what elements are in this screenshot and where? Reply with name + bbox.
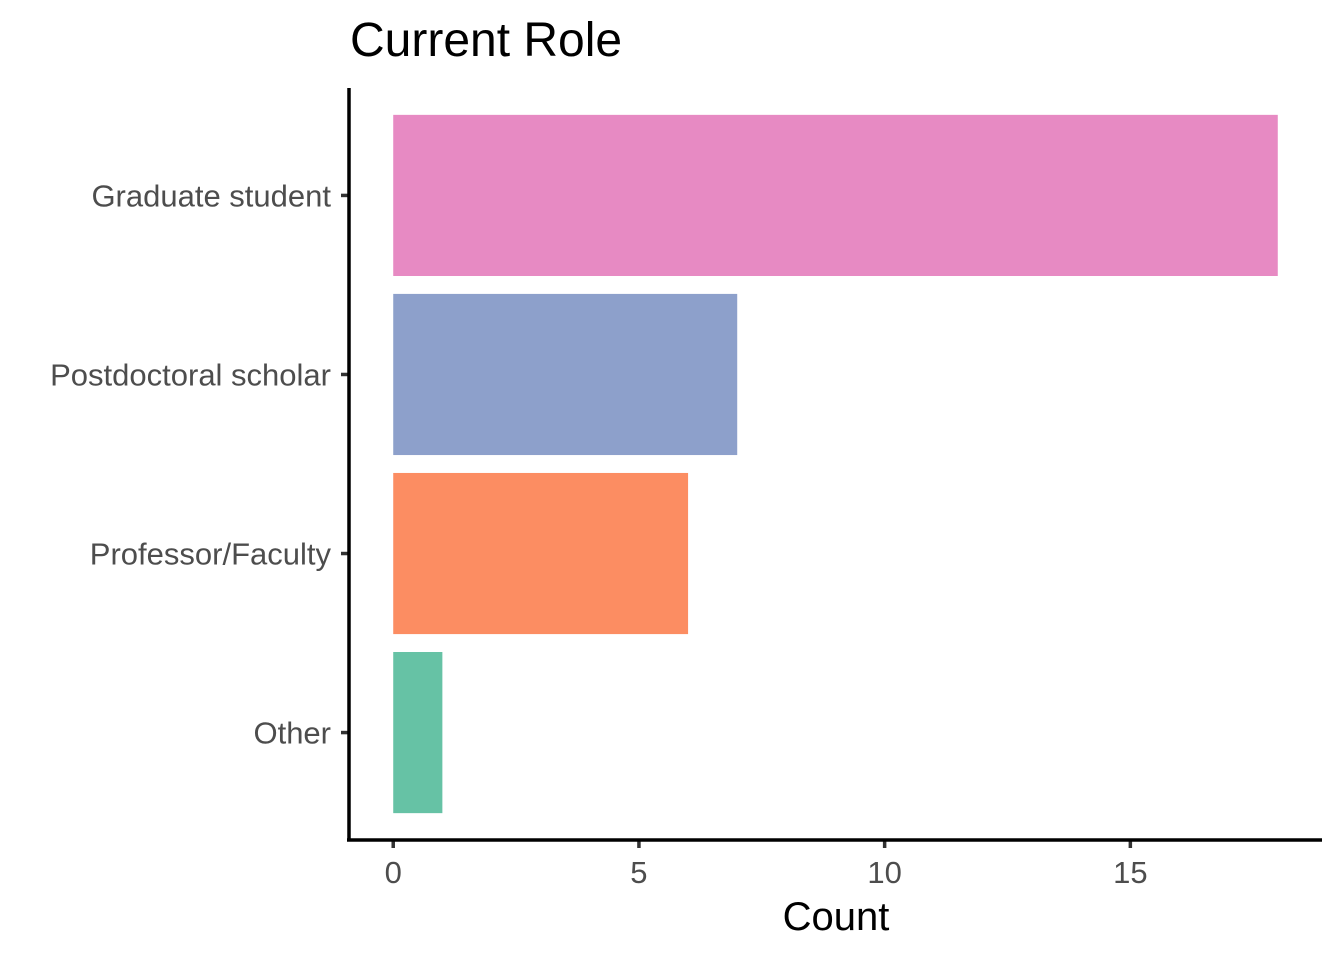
bar-postdoctoral-scholar (393, 293, 738, 456)
x-tick-label: 0 (385, 855, 402, 890)
y-axis-ticks: Graduate student Postdoctoral scholar Prof… (50, 178, 349, 751)
y-tick-label: Graduate student (91, 178, 331, 213)
x-tick-label: 15 (1113, 855, 1147, 890)
bar-professor-faculty (393, 472, 689, 635)
bar-graduate-student (393, 114, 1278, 276)
x-tick-label: 5 (630, 855, 647, 890)
x-tick-label: 10 (867, 855, 901, 890)
y-tick-label: Postdoctoral scholar (50, 357, 331, 392)
chart-title: Current Role (350, 14, 622, 67)
bars-group (393, 114, 1278, 814)
x-axis-ticks: 0 5 10 15 (385, 840, 1148, 890)
y-tick-label: Other (253, 716, 331, 751)
x-axis-title: Count (783, 895, 890, 939)
bar-other (393, 652, 443, 814)
y-tick-label: Professor/Faculty (90, 537, 332, 572)
